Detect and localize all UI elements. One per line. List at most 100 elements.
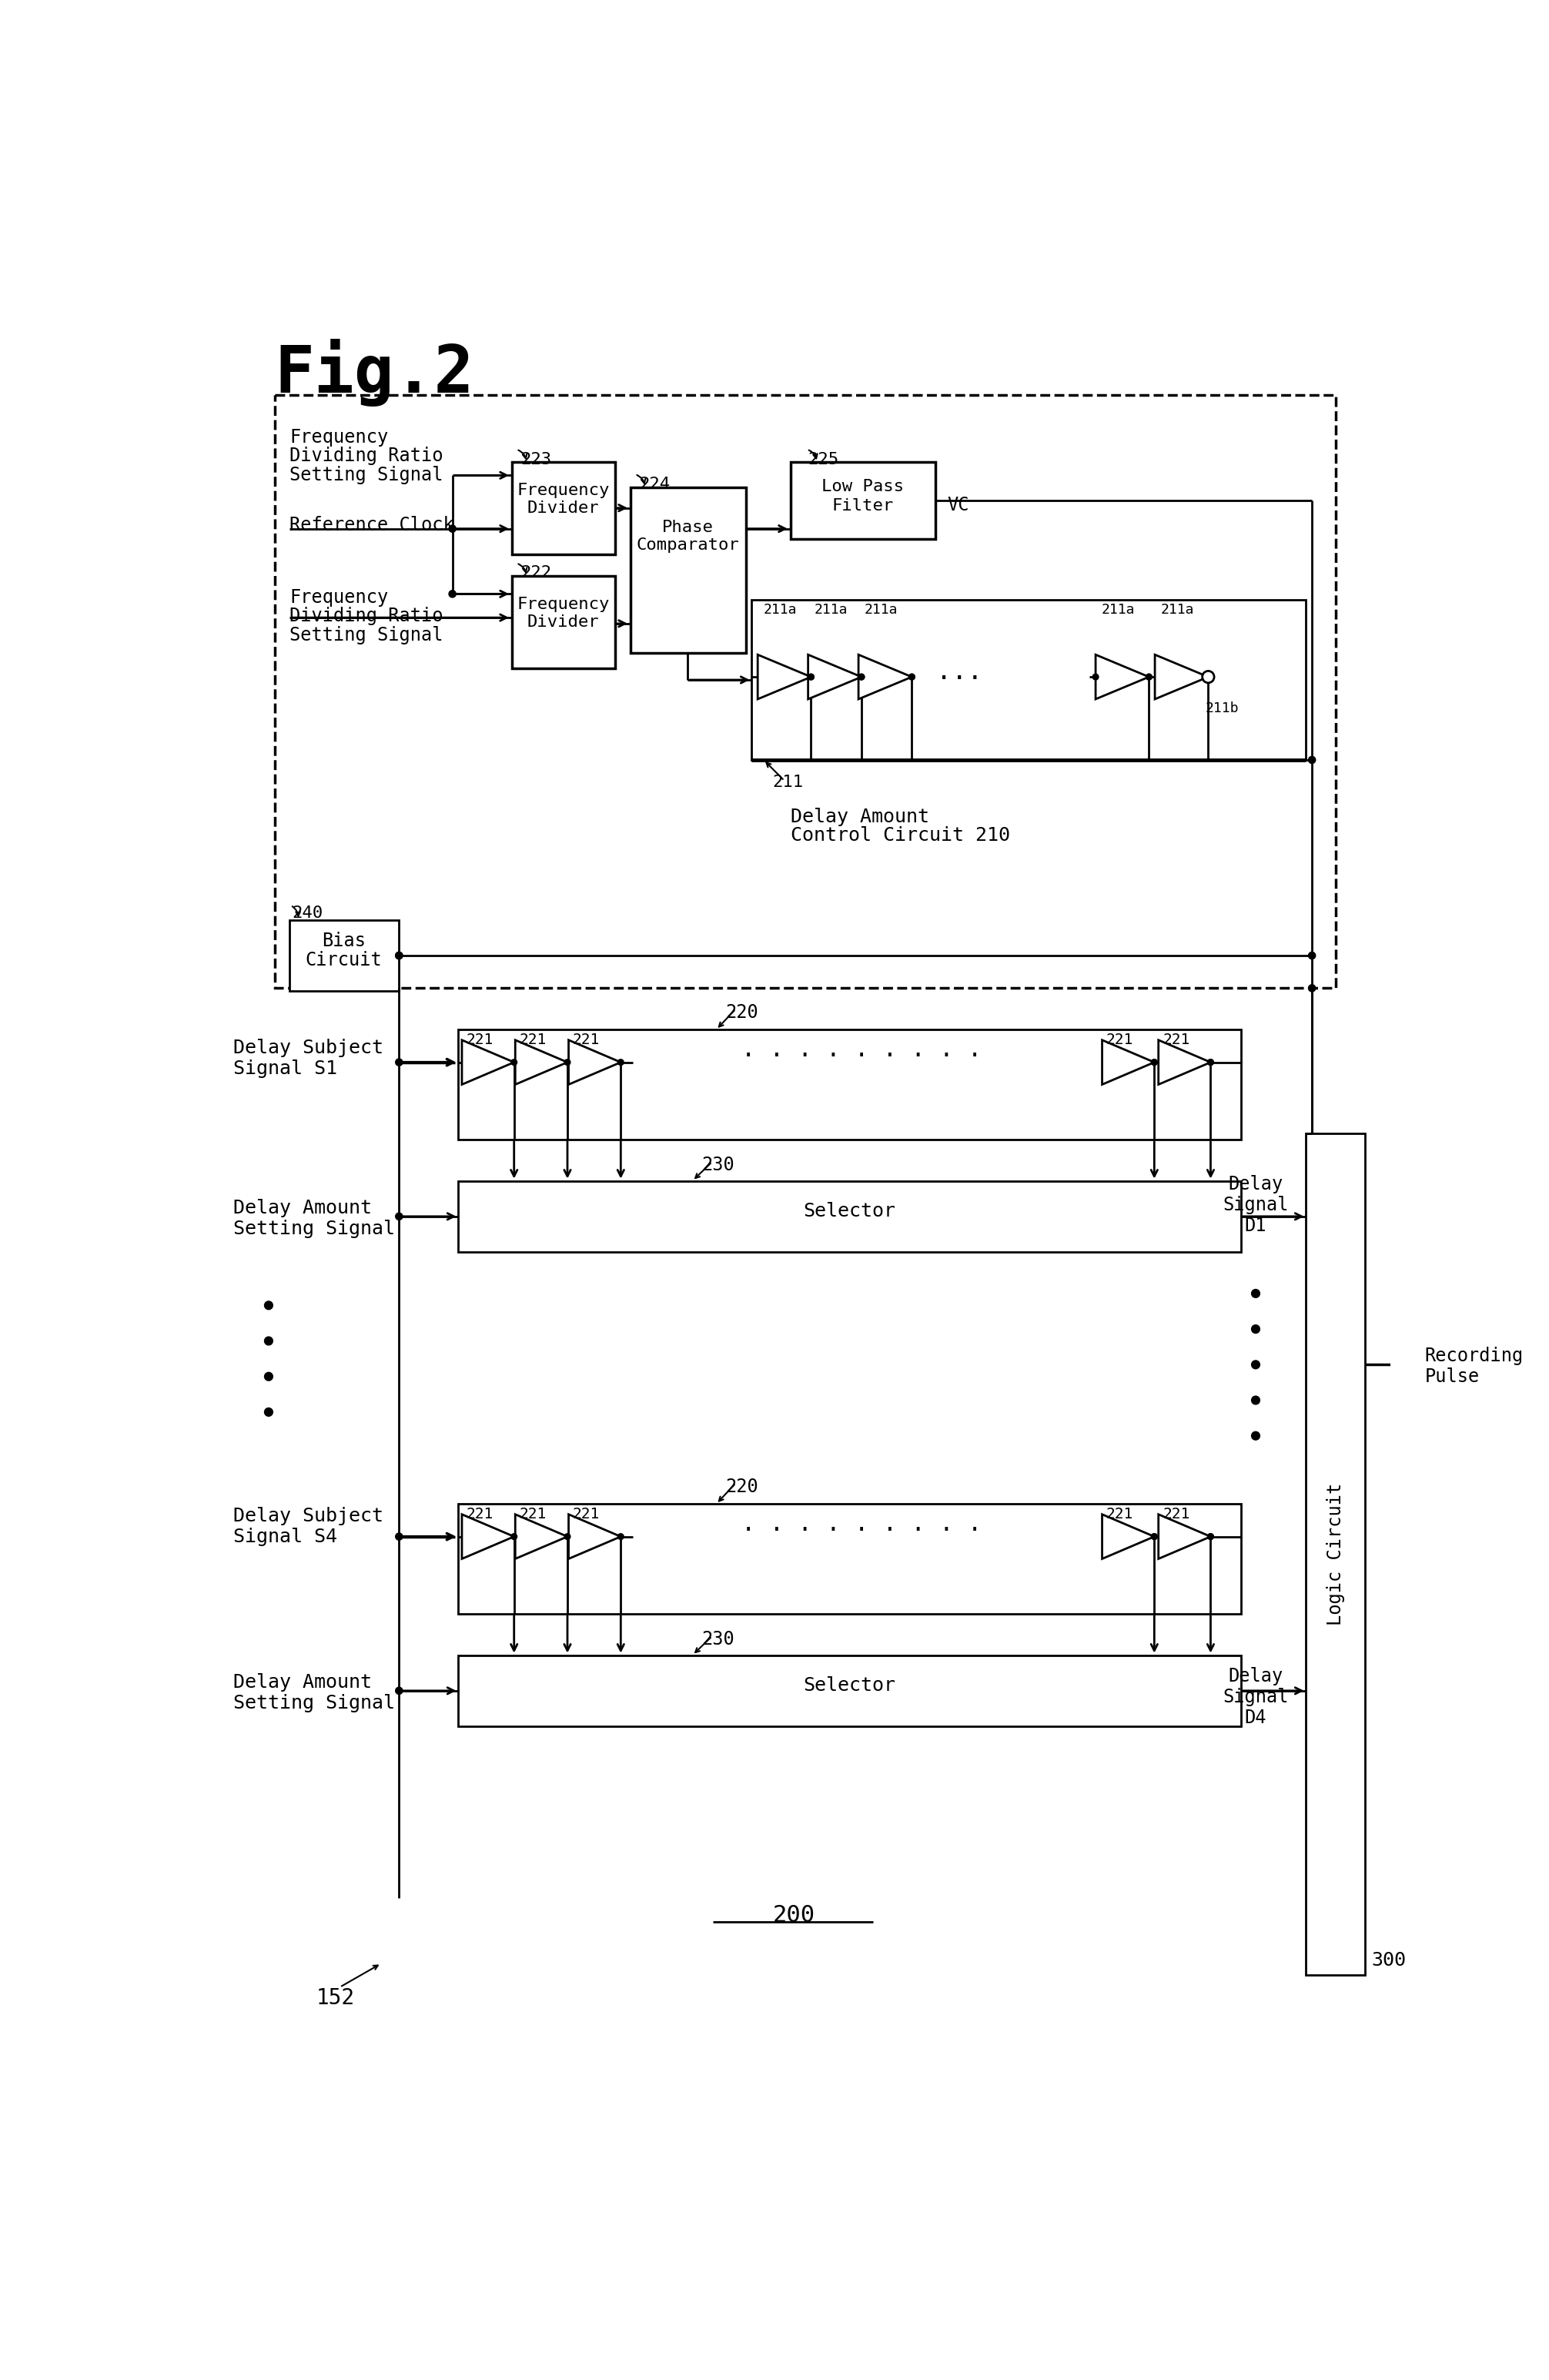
Text: 152: 152 xyxy=(316,1987,355,2009)
Text: 220: 220 xyxy=(725,1002,757,1021)
Text: Signal S4: Signal S4 xyxy=(232,1528,338,1547)
Text: Dividing Ratio: Dividing Ratio xyxy=(290,607,443,626)
Circle shape xyxy=(1309,985,1315,992)
Text: Delay Subject: Delay Subject xyxy=(232,1038,383,1057)
Text: Logic Circuit: Logic Circuit xyxy=(1326,1483,1345,1626)
Text: Bias: Bias xyxy=(322,933,366,950)
Circle shape xyxy=(395,1214,403,1221)
Text: Frequency: Frequency xyxy=(290,428,389,447)
Circle shape xyxy=(618,1059,624,1066)
Polygon shape xyxy=(1156,655,1208,700)
Polygon shape xyxy=(1103,1040,1154,1085)
Circle shape xyxy=(265,1373,273,1380)
Circle shape xyxy=(395,952,403,959)
Circle shape xyxy=(1151,1059,1157,1066)
Text: Signal S1: Signal S1 xyxy=(232,1059,338,1078)
Text: 211a: 211a xyxy=(764,602,798,616)
Text: D4: D4 xyxy=(1245,1709,1267,1728)
Polygon shape xyxy=(462,1040,514,1085)
Text: Frequency: Frequency xyxy=(290,588,389,607)
Circle shape xyxy=(1151,1533,1157,1540)
Bar xyxy=(630,488,747,652)
Circle shape xyxy=(265,1302,273,1309)
Polygon shape xyxy=(1103,1514,1154,1559)
Text: 230: 230 xyxy=(702,1157,734,1173)
Circle shape xyxy=(1146,674,1152,681)
Text: 221: 221 xyxy=(519,1033,547,1047)
Polygon shape xyxy=(858,655,912,700)
Text: Setting Signal: Setting Signal xyxy=(232,1695,395,1711)
Circle shape xyxy=(1202,671,1214,683)
Text: · · · · · · · · ·: · · · · · · · · · xyxy=(742,1518,982,1542)
Circle shape xyxy=(1151,1533,1157,1540)
Circle shape xyxy=(449,526,455,533)
Text: 300: 300 xyxy=(1371,1952,1406,1968)
Text: Frequency: Frequency xyxy=(517,597,610,612)
Text: Frequency: Frequency xyxy=(517,483,610,497)
Text: 200: 200 xyxy=(773,1904,815,1925)
Text: VC: VC xyxy=(948,495,970,514)
Text: Recording: Recording xyxy=(1425,1347,1523,1366)
Circle shape xyxy=(858,674,864,681)
Text: Comparator: Comparator xyxy=(637,538,739,552)
Text: 221: 221 xyxy=(1163,1033,1190,1047)
Text: 211a: 211a xyxy=(1101,602,1135,616)
Circle shape xyxy=(1252,1397,1259,1404)
Text: 221: 221 xyxy=(519,1507,547,1521)
Polygon shape xyxy=(1159,1040,1211,1085)
Text: 221: 221 xyxy=(1163,1507,1190,1521)
Text: 211: 211 xyxy=(773,776,804,790)
Polygon shape xyxy=(516,1040,567,1085)
Polygon shape xyxy=(516,1514,567,1559)
Bar xyxy=(459,1180,1241,1252)
Bar xyxy=(790,462,936,540)
Polygon shape xyxy=(757,655,812,700)
Circle shape xyxy=(1252,1433,1259,1440)
Circle shape xyxy=(858,674,864,681)
Polygon shape xyxy=(1095,655,1149,700)
Text: 224: 224 xyxy=(640,476,671,493)
Text: Circuit: Circuit xyxy=(305,952,383,969)
Text: Divider: Divider xyxy=(527,500,599,516)
Text: Delay Subject: Delay Subject xyxy=(232,1507,383,1526)
Text: 222: 222 xyxy=(520,566,551,581)
Text: 230: 230 xyxy=(702,1630,734,1649)
Text: 223: 223 xyxy=(520,452,551,466)
Text: 221: 221 xyxy=(573,1507,599,1521)
Text: 220: 220 xyxy=(725,1478,757,1495)
Bar xyxy=(511,462,615,555)
Bar xyxy=(511,576,615,669)
Bar xyxy=(459,1504,1241,1614)
Text: 211a: 211a xyxy=(815,602,847,616)
Polygon shape xyxy=(809,655,861,700)
Text: 211b: 211b xyxy=(1205,702,1239,716)
Text: · · · · · · · · ·: · · · · · · · · · xyxy=(742,1045,982,1069)
Circle shape xyxy=(1252,1326,1259,1333)
Text: Delay Amount: Delay Amount xyxy=(232,1200,372,1216)
Text: Pulse: Pulse xyxy=(1425,1368,1479,1385)
Text: Low Pass: Low Pass xyxy=(821,478,903,495)
Text: Delay Amount: Delay Amount xyxy=(790,807,929,826)
Text: Reference Clock: Reference Clock xyxy=(290,516,454,533)
Text: Fig.2: Fig.2 xyxy=(274,338,474,407)
Circle shape xyxy=(511,1059,517,1066)
Circle shape xyxy=(564,1533,570,1540)
Text: Selector: Selector xyxy=(804,1202,895,1221)
Circle shape xyxy=(809,674,815,681)
Bar xyxy=(459,1031,1241,1140)
Text: 211a: 211a xyxy=(864,602,898,616)
Circle shape xyxy=(1208,1059,1213,1066)
Text: Setting Signal: Setting Signal xyxy=(232,1219,395,1238)
Circle shape xyxy=(1208,1059,1213,1066)
Text: 221: 221 xyxy=(1106,1033,1134,1047)
Text: 225: 225 xyxy=(809,452,840,466)
Circle shape xyxy=(1309,952,1315,959)
Circle shape xyxy=(511,1533,517,1540)
Circle shape xyxy=(809,674,815,681)
Polygon shape xyxy=(462,1514,514,1559)
Text: D1: D1 xyxy=(1245,1216,1267,1235)
Polygon shape xyxy=(1159,1514,1211,1559)
Text: ...: ... xyxy=(936,659,982,685)
Text: Setting Signal: Setting Signal xyxy=(290,466,443,483)
Circle shape xyxy=(1252,1361,1259,1368)
